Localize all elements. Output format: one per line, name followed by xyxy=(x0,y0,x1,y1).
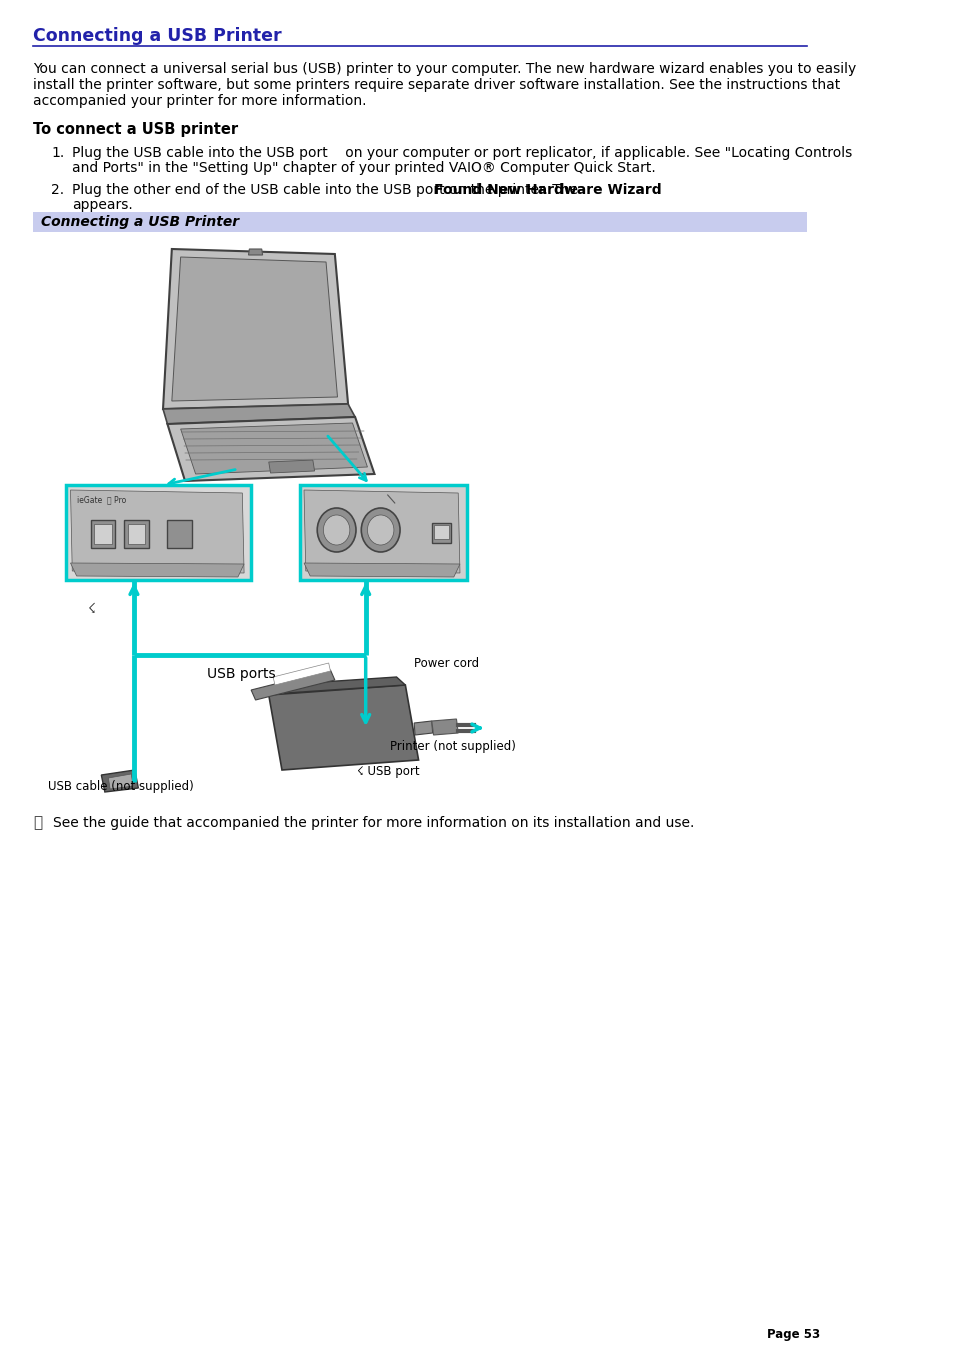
Polygon shape xyxy=(163,249,348,409)
Text: 2.: 2. xyxy=(51,182,64,197)
Polygon shape xyxy=(304,490,459,573)
Polygon shape xyxy=(248,249,262,255)
Polygon shape xyxy=(304,563,459,577)
Text: ☇ USB port: ☇ USB port xyxy=(356,765,419,778)
FancyBboxPatch shape xyxy=(66,485,251,580)
Bar xyxy=(434,526,448,539)
Polygon shape xyxy=(251,670,335,700)
Text: Printer (not supplied): Printer (not supplied) xyxy=(390,740,516,753)
Polygon shape xyxy=(414,721,433,735)
Text: accompanied your printer for more information.: accompanied your printer for more inform… xyxy=(33,95,367,108)
Text: and Ports" in the "Setting Up" chapter of your printed VAIO® Computer Quick Star: and Ports" in the "Setting Up" chapter o… xyxy=(72,161,656,176)
Text: ieGate  ⓔ Pro: ieGate ⓔ Pro xyxy=(76,494,126,504)
Text: ☇: ☇ xyxy=(88,603,96,616)
Bar xyxy=(167,520,192,549)
Bar xyxy=(128,524,145,544)
Text: Power cord: Power cord xyxy=(414,657,478,670)
Polygon shape xyxy=(101,770,138,792)
Circle shape xyxy=(317,508,355,553)
Polygon shape xyxy=(71,563,244,577)
Text: See the guide that accompanied the printer for more information on its installat: See the guide that accompanied the print… xyxy=(52,816,694,830)
Text: appears.: appears. xyxy=(72,199,132,212)
Polygon shape xyxy=(167,417,375,481)
Text: USB cable (not supplied): USB cable (not supplied) xyxy=(49,780,194,793)
Text: 1.: 1. xyxy=(51,146,64,159)
Polygon shape xyxy=(172,257,337,401)
Polygon shape xyxy=(273,663,330,685)
Bar xyxy=(124,520,149,549)
Polygon shape xyxy=(277,677,405,693)
Circle shape xyxy=(367,515,394,544)
Text: You can connect a universal serial bus (USB) printer to your computer. The new h: You can connect a universal serial bus (… xyxy=(33,62,856,76)
Polygon shape xyxy=(269,685,418,770)
Text: 📝: 📝 xyxy=(33,815,43,830)
Text: Found New Hardware Wizard: Found New Hardware Wizard xyxy=(434,182,661,197)
FancyBboxPatch shape xyxy=(299,485,467,580)
Polygon shape xyxy=(109,774,132,789)
Circle shape xyxy=(323,515,350,544)
Polygon shape xyxy=(269,459,314,473)
Text: To connect a USB printer: To connect a USB printer xyxy=(33,122,238,136)
Bar xyxy=(432,523,451,543)
Text: Plug the other end of the USB cable into the USB port on the printer. The: Plug the other end of the USB cable into… xyxy=(72,182,582,197)
Polygon shape xyxy=(432,719,457,735)
Polygon shape xyxy=(71,490,244,573)
Text: Plug the USB cable into the USB port    on your computer or port replicator, if : Plug the USB cable into the USB port on … xyxy=(72,146,852,159)
Bar xyxy=(91,520,115,549)
Bar xyxy=(94,524,112,544)
Text: Connecting a USB Printer: Connecting a USB Printer xyxy=(40,215,238,230)
Bar xyxy=(33,212,806,232)
Circle shape xyxy=(361,508,399,553)
Polygon shape xyxy=(163,404,355,424)
Polygon shape xyxy=(180,423,367,474)
Text: Page 53: Page 53 xyxy=(766,1328,819,1342)
Text: Connecting a USB Printer: Connecting a USB Printer xyxy=(33,27,282,45)
Text: USB ports: USB ports xyxy=(207,667,275,681)
Text: install the printer software, but some printers require separate driver software: install the printer software, but some p… xyxy=(33,78,840,92)
